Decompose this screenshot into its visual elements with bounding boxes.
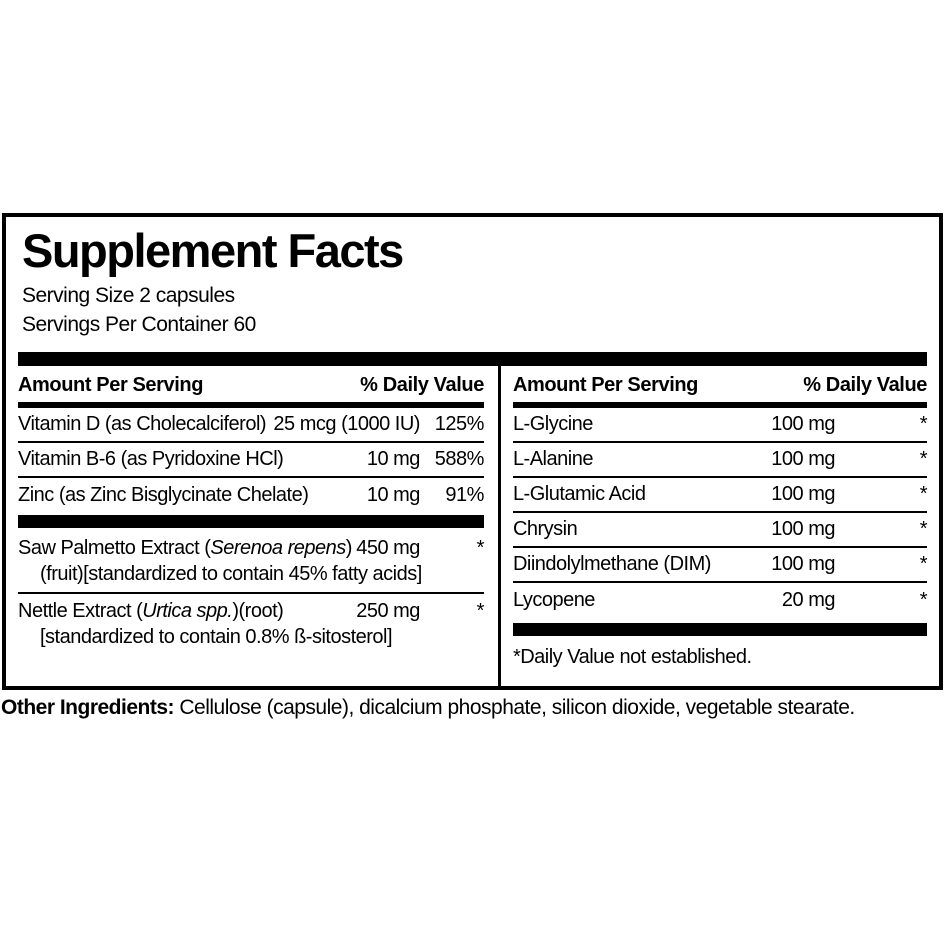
herb-main-line: Nettle Extract (Urtica spp.)(root) 250 m… xyxy=(18,600,484,623)
panel-title: Supplement Facts xyxy=(22,224,404,277)
left-header-dv-label: % Daily Value xyxy=(360,373,484,396)
nutrient-row-lycopene: Lycopene 20 mg * xyxy=(512,583,928,618)
nutrient-daily-value: * xyxy=(476,599,485,622)
nutrient-daily-value: * xyxy=(919,482,928,505)
nutrient-daily-value: * xyxy=(919,517,928,540)
other-ingredients-label: Other Ingredients: xyxy=(1,696,175,719)
nutrient-daily-value: * xyxy=(919,447,928,470)
serving-size-text: Serving Size 2 capsules xyxy=(22,283,235,307)
nutrient-daily-value: * xyxy=(919,552,928,575)
nutrient-daily-value: * xyxy=(919,412,928,435)
nutrient-name: Vitamin D (as Cholecalciferol) xyxy=(18,412,267,435)
other-ingredients-text: Cellulose (capsule), dicalcium phosphate… xyxy=(174,696,855,719)
nutrient-name: Lycopene xyxy=(512,588,595,611)
left-section-divider-bar xyxy=(18,514,484,528)
left-header-amount-label: Amount Per Serving xyxy=(18,373,204,396)
nutrient-row-vitamin-b6: Vitamin B-6 (as Pyridoxine HCl) 10 mg 58… xyxy=(18,443,484,478)
nutrient-name: L-Glycine xyxy=(512,412,593,435)
nutrient-name: L-Glutamic Acid xyxy=(512,482,646,505)
nutrient-amount: 100 mg xyxy=(771,517,835,540)
nutrient-row-saw-palmetto: Saw Palmetto Extract (Serenoa repens) 45… xyxy=(18,531,484,594)
nutrient-row-zinc: Zinc (as Zinc Bisglycinate Chelate) 10 m… xyxy=(18,478,484,513)
daily-value-footnote: *Daily Value not established. xyxy=(512,645,752,668)
right-header-dv-label: % Daily Value xyxy=(803,373,927,396)
nutrient-name: L-Alanine xyxy=(512,447,594,470)
nutrient-row-l-alanine: L-Alanine 100 mg * xyxy=(512,443,928,478)
nutrient-amount: 10 mg xyxy=(366,483,421,506)
nutrient-amount: 100 mg xyxy=(771,552,835,575)
nutrient-name: Nettle Extract (Urtica spp.)(root) xyxy=(18,600,356,623)
nutrient-name: Diindolylmethane (DIM) xyxy=(512,552,711,575)
nutrient-row-vitamin-d: Vitamin D (as Cholecalciferol) 25 mcg (1… xyxy=(18,408,484,443)
right-column-header: Amount Per Serving % Daily Value xyxy=(513,366,927,402)
left-header-underline-bar xyxy=(18,401,484,408)
herb-standardization-detail: (fruit)[standardized to contain 45% fatt… xyxy=(40,562,422,585)
name-suffix: ) xyxy=(345,536,353,559)
name-latin-italic: Urtica spp. xyxy=(142,599,233,622)
right-column: Amount Per Serving % Daily Value L-Glyci… xyxy=(497,365,928,686)
nutrient-daily-value: 91% xyxy=(445,483,484,506)
other-ingredients-line: Other Ingredients: Cellulose (capsule), … xyxy=(1,695,944,721)
servings-per-container-text: Servings Per Container 60 xyxy=(22,312,256,336)
nutrient-daily-value: 125% xyxy=(434,412,485,435)
nutrient-name: Saw Palmetto Extract (Serenoa repens) xyxy=(18,537,356,560)
left-column: Amount Per Serving % Daily Value Vitamin… xyxy=(18,366,498,686)
nutrient-amount: 250 mg xyxy=(356,599,420,622)
nutrient-name: Zinc (as Zinc Bisglycinate Chelate) xyxy=(18,483,309,506)
herb-standardization-detail: [standardized to contain 0.8% ß-sitoster… xyxy=(40,625,393,648)
nutrient-row-dim: Diindolylmethane (DIM) 100 mg * xyxy=(512,548,928,583)
name-suffix: )(root) xyxy=(232,599,284,622)
name-prefix: Saw Palmetto Extract ( xyxy=(18,536,211,559)
right-header-underline-bar xyxy=(512,401,927,408)
nutrient-amount: 450 mg xyxy=(356,536,420,559)
nutrient-daily-value: * xyxy=(919,588,928,611)
nutrient-daily-value: 588% xyxy=(434,447,485,470)
nutrient-row-nettle: Nettle Extract (Urtica spp.)(root) 250 m… xyxy=(18,594,484,655)
nutrient-amount: 20 mg xyxy=(781,588,836,611)
nutrient-amount: 100 mg xyxy=(771,482,835,505)
nutrient-row-l-glutamic-acid: L-Glutamic Acid 100 mg * xyxy=(512,478,928,513)
nutrient-amount: 25 mcg (1000 IU) xyxy=(273,412,420,435)
nutrient-amount: 100 mg xyxy=(771,412,835,435)
nutrient-amount: 100 mg xyxy=(771,447,835,470)
name-prefix: Nettle Extract ( xyxy=(18,599,143,622)
name-latin-italic: Serenoa repens xyxy=(210,536,346,559)
herb-main-line: Saw Palmetto Extract (Serenoa repens) 45… xyxy=(18,537,484,560)
supplement-facts-panel: Supplement Facts Serving Size 2 capsules… xyxy=(2,213,943,690)
nutrient-daily-value: * xyxy=(476,536,485,559)
nutrient-name: Vitamin B-6 (as Pyridoxine HCl) xyxy=(18,447,284,470)
nutrient-name: Chrysin xyxy=(512,517,578,540)
facts-columns: Amount Per Serving % Daily Value Vitamin… xyxy=(18,365,928,686)
right-section-divider-bar xyxy=(512,622,927,636)
right-header-amount-label: Amount Per Serving xyxy=(512,373,698,396)
nutrient-amount: 10 mg xyxy=(366,447,421,470)
top-thick-divider-bar xyxy=(18,351,927,366)
nutrient-row-chrysin: Chrysin 100 mg * xyxy=(512,513,928,548)
left-column-header: Amount Per Serving % Daily Value xyxy=(18,366,484,402)
nutrient-row-l-glycine: L-Glycine 100 mg * xyxy=(512,408,928,443)
